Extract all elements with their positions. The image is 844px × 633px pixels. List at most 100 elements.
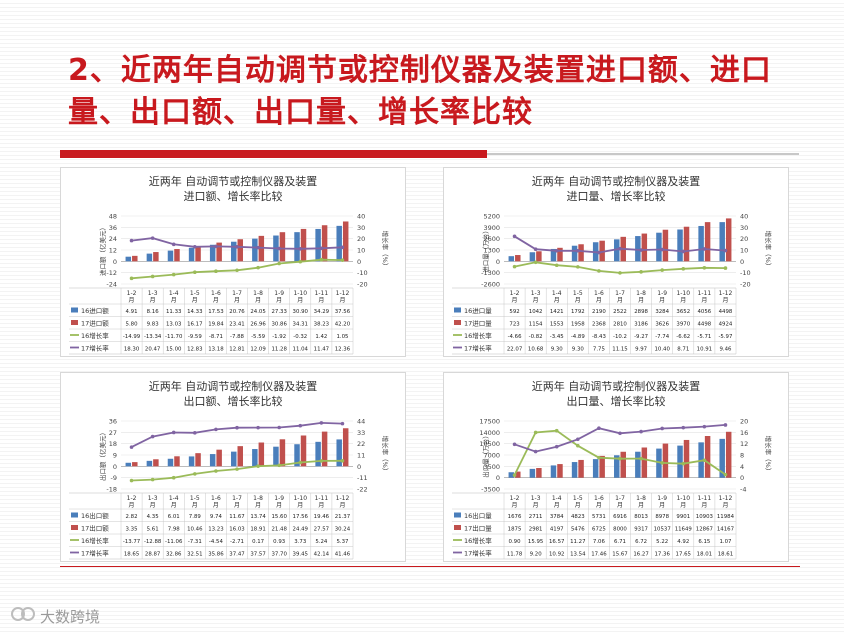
data-label: 15.95 — [528, 539, 543, 545]
bar-16进口量 — [656, 232, 662, 262]
x-tick-label-unit: 月 — [339, 502, 345, 509]
x-tick-label-unit: 月 — [213, 297, 219, 304]
data-label: -7.74 — [655, 334, 670, 340]
x-tick-label: 1-4 — [169, 290, 179, 297]
data-label: 16.57 — [549, 539, 564, 545]
point-17增长率 — [235, 245, 239, 249]
y2-axis-title: 增长率（%） — [764, 436, 773, 475]
data-label: 13.03 — [166, 322, 181, 328]
x-tick-label-unit: 月 — [596, 502, 602, 509]
point-17增长率 — [256, 425, 260, 430]
data-label: 2522 — [613, 309, 627, 315]
legend-label: 16出口量 — [464, 511, 492, 520]
data-label: 42.20 — [335, 322, 351, 328]
data-label: 8013 — [634, 514, 648, 520]
point-16增长率 — [533, 260, 538, 265]
y-tick-label: 3900 — [483, 224, 500, 232]
point-16增长率 — [723, 472, 728, 477]
bar-17出口量 — [725, 431, 732, 478]
data-label: 18.01 — [697, 552, 712, 558]
bar-17进口量 — [641, 233, 648, 262]
x-tick-label: 1-9 — [274, 290, 284, 297]
y2-tick-label: 20 — [357, 235, 365, 243]
x-tick-label-unit: 月 — [533, 297, 539, 304]
x-tick-label-unit: 月 — [150, 502, 156, 509]
point-17增长率 — [277, 246, 281, 251]
x-tick-label: 1-10 — [293, 495, 307, 502]
bar-16进口额 — [294, 232, 300, 262]
x-tick-label: 1-10 — [676, 495, 690, 502]
chart-subtitle: 进口额、增长率比较 — [184, 189, 283, 203]
x-tick-label-unit: 月 — [297, 297, 303, 304]
point-16增长率 — [171, 272, 176, 277]
x-tick-label: 1-5 — [573, 495, 583, 502]
point-16增长率 — [512, 473, 517, 477]
bar-16进口量 — [698, 225, 704, 262]
data-label: 0.17 — [252, 539, 264, 545]
y2-tick-label: 16 — [740, 429, 748, 437]
data-label: -4.66 — [508, 334, 523, 340]
x-tick-label: 1-5 — [573, 290, 583, 297]
y2-tick-label: 22 — [357, 440, 365, 448]
data-label: -1.92 — [272, 334, 286, 340]
chart-import-value: 近两年 自动调节或控制仪器及装置进口额、增长率比较 48 40 36 30 24 20 12 1… — [69, 174, 390, 355]
x-tick-label-unit: 月 — [512, 502, 518, 509]
data-label: 9901 — [676, 514, 690, 520]
point-16增长率 — [533, 430, 538, 435]
data-label: 3652 — [676, 309, 690, 315]
point-17增长率 — [576, 248, 580, 253]
data-label: 4498 — [698, 322, 712, 328]
x-tick-label: 1-7 — [232, 290, 242, 297]
data-label: 3284 — [655, 309, 669, 315]
point-16增长率 — [319, 257, 324, 262]
legend-label: 17增长率 — [464, 344, 492, 353]
point-17增长率 — [319, 421, 324, 425]
bar-17出口额 — [342, 428, 349, 467]
point-16增长率 — [150, 477, 155, 482]
bar-16出口量 — [719, 438, 725, 478]
bar-16进口额 — [336, 225, 342, 262]
point-16增长率 — [256, 265, 260, 270]
data-label: -2.71 — [230, 539, 244, 545]
legend-swatch — [454, 512, 461, 518]
data-label: 17.65 — [676, 552, 691, 558]
data-label: 3970 — [676, 322, 690, 328]
bar-17出口量 — [704, 436, 711, 478]
data-label: 5.61 — [147, 527, 159, 533]
data-label: 26.96 — [250, 322, 266, 328]
point-17增长率 — [576, 437, 580, 442]
data-label: -14.99 — [123, 334, 141, 340]
y2-tick-label: 40 — [740, 213, 748, 221]
x-tick-label: 1-3 — [148, 495, 158, 502]
data-label: -4.89 — [571, 334, 586, 340]
y-tick-label: 36 — [109, 418, 117, 426]
data-label: 35.86 — [208, 552, 224, 558]
legend-swatch — [71, 512, 78, 518]
bar-16出口额 — [252, 449, 258, 467]
x-tick-label: 1-6 — [211, 495, 221, 502]
data-label: 11.67 — [229, 514, 244, 520]
data-label: 4.91 — [126, 309, 138, 315]
data-label: 1.42 — [315, 334, 327, 340]
bar-17出口额 — [237, 446, 243, 467]
x-tick-label: 1-2 — [127, 495, 137, 502]
data-label: 1042 — [529, 309, 543, 315]
point-16增长率 — [129, 276, 134, 281]
data-label: 34.31 — [293, 322, 308, 328]
data-label: -8.43 — [592, 334, 606, 340]
y-tick-label: -9 — [111, 474, 117, 482]
chart-subtitle: 进口量、增长率比较 — [567, 189, 666, 203]
point-16增长率 — [512, 264, 517, 269]
data-label: 8000 — [613, 527, 627, 533]
x-tick-label-unit: 月 — [129, 297, 135, 304]
point-16增长率 — [214, 469, 218, 473]
bar-17出口量 — [536, 468, 542, 478]
point-16增长率 — [639, 270, 643, 274]
y-tick-label: -1300 — [481, 269, 500, 277]
bar-16出口额 — [209, 454, 216, 467]
bar-17出口额 — [216, 449, 222, 467]
y2-tick-label: -20 — [357, 281, 368, 289]
y-tick-label: 2600 — [483, 235, 500, 243]
legend-label: 16进口额 — [81, 306, 109, 315]
